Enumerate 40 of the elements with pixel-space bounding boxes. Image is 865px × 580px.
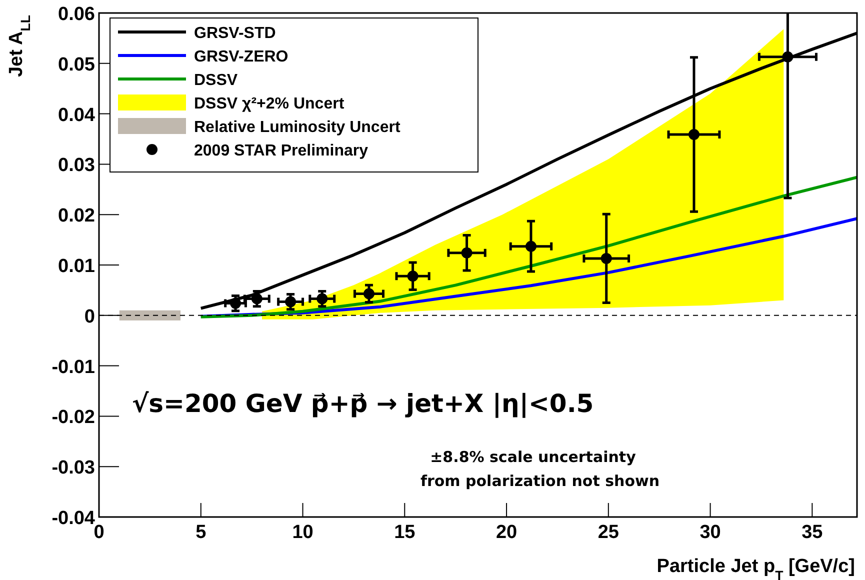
x-tick-label: 35 [802,522,824,543]
point [688,128,700,140]
point [251,293,262,304]
x-tick-label: 20 [496,522,518,543]
legend-label: 2009 STAR Preliminary [194,142,368,160]
y-tick-label: 0.01 [58,256,96,277]
y-tick-label: -0.04 [52,508,96,529]
annotation: √s=200 GeV p⃗+p⃗ → jet+X |η|<0.5 [132,389,594,418]
y-tick-label: -0.02 [52,407,95,428]
x-tick-label: 10 [292,522,314,543]
y-tick-label: 0.03 [58,155,95,176]
point [782,51,794,62]
x-axis-title: Particle Jet p$_{T}$ [GeV/c] [656,556,855,580]
point [461,247,472,258]
legend-label: GRSV-STD [194,25,276,42]
point [363,288,374,300]
y-tick-label: -0.01 [52,356,96,378]
point [316,293,328,304]
point [230,298,242,309]
legend-label: DSSV [194,72,238,89]
point [285,296,296,308]
annotation: ±8.8% scale uncertainty [430,448,636,466]
x-tick-label: 25 [598,522,620,543]
legend-label: DSSV χ²+2% Uncert [194,96,345,112]
annotation: from polarization not shown [420,472,660,490]
legend-label: Relative Luminosity Uncert [194,119,401,136]
y-tick-label: 0.04 [58,104,96,126]
x-tick-label: 5 [196,522,207,543]
y-tick-label: -0.03 [52,458,95,479]
line-series [199,176,857,318]
y-tick-label: 0.06 [58,4,95,25]
y-tick-label: 0.05 [58,54,96,76]
y-tick-label: 0.02 [58,206,95,227]
x-tick-label: 15 [394,522,416,543]
point [600,252,612,264]
y-tick-label: 0 [84,306,95,328]
legend-label: GRSV-ZERO [194,48,288,66]
x-tick-label: 30 [700,522,721,543]
point [407,270,418,282]
point [525,240,536,252]
